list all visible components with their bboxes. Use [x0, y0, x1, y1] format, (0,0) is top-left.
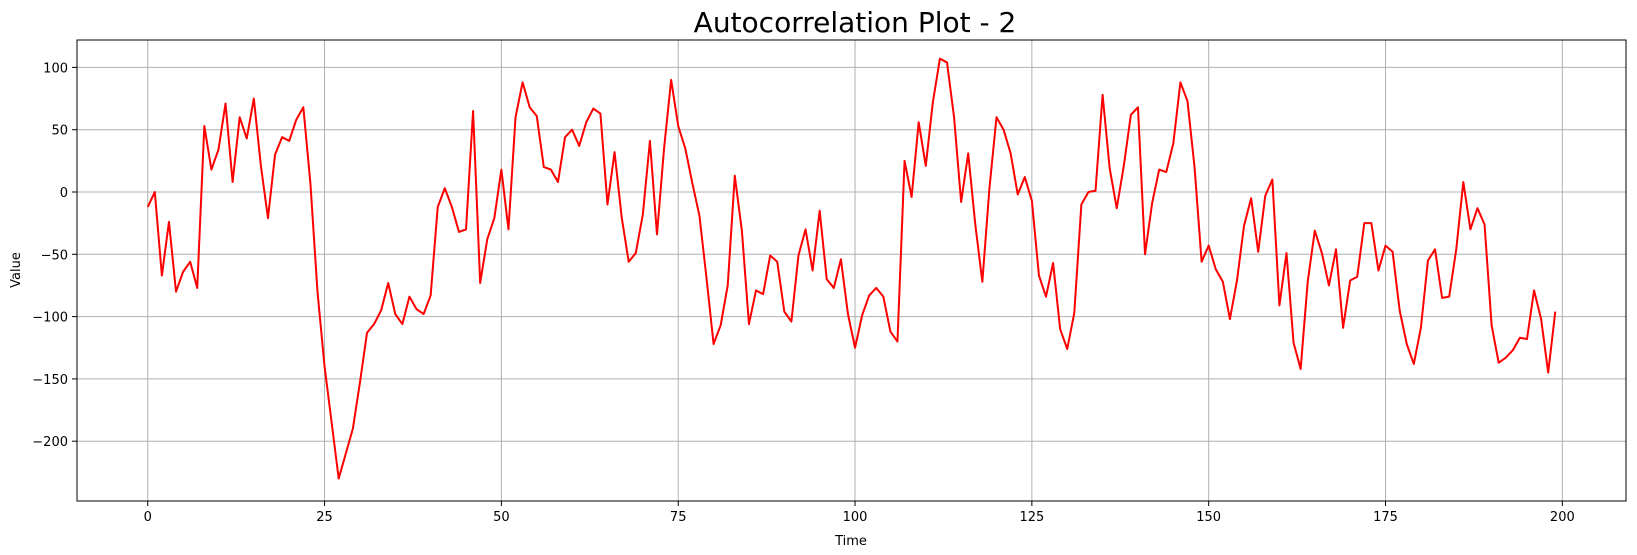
series-line: [146, 57, 1557, 480]
x-tick-label: 150: [1196, 510, 1221, 525]
x-tick-label: 25: [316, 510, 333, 525]
x-tick-label: 75: [670, 510, 687, 525]
x-tick-label: 200: [1550, 510, 1575, 525]
grid-lines: [77, 40, 1626, 501]
plot-area-frame: [76, 39, 1627, 502]
y-tick-label: −50: [41, 248, 68, 263]
x-tick-label: 125: [1019, 510, 1044, 525]
x-tick-label: 175: [1373, 510, 1398, 525]
y-tick-label: −200: [32, 435, 68, 450]
y-tick-label: 0: [60, 186, 68, 201]
x-tick-label: 100: [843, 510, 868, 525]
x-axis-label: Time: [834, 534, 867, 549]
y-tick-label: 50: [51, 124, 68, 139]
y-tick-label: −150: [32, 373, 68, 388]
y-axis: 100 50 0 −50 −100 −150 −200: [32, 61, 77, 450]
x-tick-label: 50: [493, 510, 510, 525]
y-tick-label: 100: [43, 61, 68, 76]
y-axis-label: Value: [9, 252, 24, 288]
y-tick-label: −100: [32, 311, 68, 326]
series-lines: [146, 57, 1557, 480]
x-tick-label: 0: [144, 510, 152, 525]
chart-title: Autocorrelation Plot - 2: [694, 6, 1017, 39]
x-axis: 0 25 50 75 100 125 150 175 200: [144, 501, 1575, 525]
